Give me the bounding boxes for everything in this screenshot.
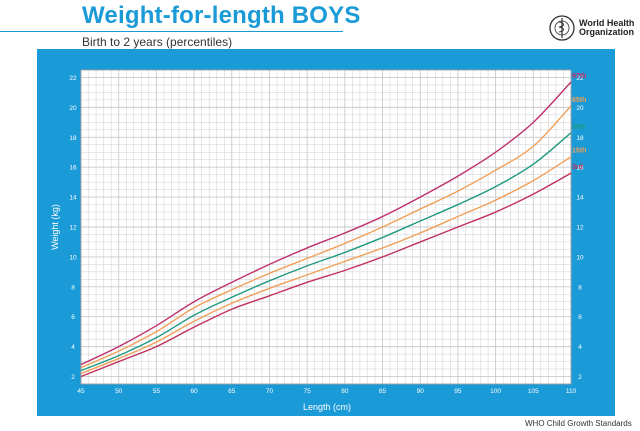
- y-tick-label-left: 20: [69, 105, 77, 112]
- series-label-15th: 15th: [572, 148, 586, 155]
- series-labels: 3rd 15th 50th 85th 97th: [572, 73, 586, 171]
- series-line-97th: [80, 81, 572, 366]
- series-line-3rd: [80, 172, 572, 378]
- x-tick-label: 55: [153, 388, 161, 395]
- x-tick-label: 105: [528, 388, 539, 395]
- x-axis-label: Length (cm): [303, 402, 351, 412]
- who-emblem-icon: [549, 15, 575, 41]
- series-line-85th: [80, 105, 572, 369]
- y-tick-label-left: 14: [69, 195, 77, 202]
- footer-source: WHO Child Growth Standards: [525, 419, 632, 428]
- logo-line-1: World Health: [579, 18, 635, 28]
- y-tick-label-right: 22: [576, 75, 584, 82]
- x-tick-label: 110: [566, 388, 577, 395]
- chart-panel: 45 50 55 60 65 70 75 80 85 90 95 100 105 110 2 4 6 8 10 12…: [37, 49, 615, 416]
- y-tick-label-right: 6: [578, 314, 582, 321]
- page-title: Weight-for-length BOYS: [82, 2, 361, 29]
- series-label-50th: 50th: [572, 124, 586, 131]
- title-underline: [0, 31, 343, 32]
- series-line-50th: [80, 132, 572, 372]
- y-tick-label-right: 12: [576, 225, 584, 232]
- growth-chart: 45 50 55 60 65 70 75 80 85 90 95 100 105 110 2 4 6 8 10 12…: [50, 69, 586, 412]
- series-group: [80, 81, 572, 378]
- y-tick-label-left: 8: [71, 284, 75, 291]
- y-tick-label-right: 18: [576, 135, 584, 142]
- page-subtitle: Birth to 2 years (percentiles): [82, 35, 233, 49]
- x-tick-label: 80: [341, 388, 349, 395]
- plot-border: [80, 69, 572, 385]
- y-tick-label-right: 14: [576, 195, 584, 202]
- x-tick-label: 90: [417, 388, 425, 395]
- x-tick-label: 65: [228, 388, 236, 395]
- y-tick-labels-right: 2 4 6 8 10 12 14 16 18 20 22: [576, 75, 584, 381]
- y-tick-label-left: 10: [69, 254, 77, 261]
- y-tick-label-left: 2: [71, 374, 75, 381]
- y-tick-label-left: 6: [71, 314, 75, 321]
- x-tick-label: 50: [115, 388, 123, 395]
- x-tick-label: 70: [266, 388, 274, 395]
- y-tick-label-right: 20: [576, 105, 584, 112]
- y-tick-label-left: 18: [69, 135, 77, 142]
- y-tick-label-right: 10: [576, 254, 584, 261]
- x-tick-label: 75: [304, 388, 312, 395]
- y-tick-label-right: 2: [578, 374, 582, 381]
- x-tick-label: 85: [379, 388, 387, 395]
- y-tick-label-left: 22: [69, 75, 77, 82]
- x-tick-label: 60: [190, 388, 198, 395]
- y-tick-label-right: 8: [578, 284, 582, 291]
- series-label-85th: 85th: [572, 97, 586, 104]
- grid-lines: [80, 69, 572, 385]
- y-tick-label-right: 4: [578, 344, 582, 351]
- series-line-15th: [80, 156, 572, 375]
- y-tick-label-left: 4: [71, 344, 75, 351]
- series-label-3rd: 3rd: [572, 164, 583, 171]
- y-axis-label: Weight (kg): [50, 204, 60, 250]
- y-tick-label-left: 16: [69, 165, 77, 172]
- x-tick-label: 95: [454, 388, 462, 395]
- y-tick-labels-left: 2 4 6 8 10 12 14 16 18 20 22: [69, 75, 77, 381]
- x-tick-labels: 45 50 55 60 65 70 75 80 85 90 95 100 105 110: [77, 388, 576, 395]
- series-label-97th: 97th: [572, 73, 586, 80]
- logo-line-2: Organization: [579, 27, 635, 37]
- x-tick-label: 100: [490, 388, 501, 395]
- x-tick-label: 45: [77, 388, 85, 395]
- y-tick-label-left: 12: [69, 225, 77, 232]
- who-logo: World Health Organization: [548, 14, 634, 42]
- y-tick-label-right: 16: [576, 165, 584, 172]
